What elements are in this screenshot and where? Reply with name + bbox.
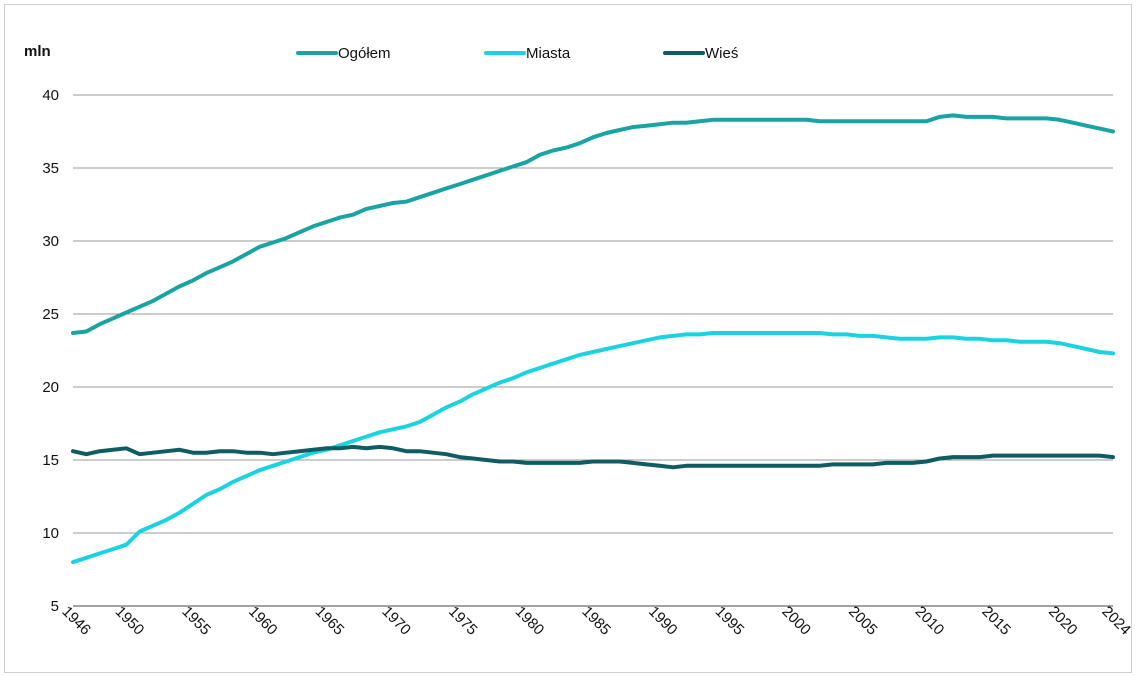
y-tick-label: 25 bbox=[42, 306, 59, 323]
x-tick-label: 2015 bbox=[978, 603, 1014, 639]
x-tick-label: 1946 bbox=[58, 603, 94, 639]
x-tick-label: 2020 bbox=[1045, 603, 1081, 639]
x-tick-label: 1990 bbox=[645, 603, 681, 639]
x-tick-label: 2024 bbox=[1098, 603, 1134, 639]
y-axis-unit-label: mln bbox=[24, 43, 51, 60]
y-tick-label: 20 bbox=[42, 379, 59, 396]
legend: Ogółem Miasta Wieś bbox=[296, 45, 738, 62]
series-line-2 bbox=[71, 444, 1115, 470]
x-tick-label: 1960 bbox=[245, 603, 281, 639]
x-tick-label: 2010 bbox=[912, 603, 948, 639]
x-tick-label: 1955 bbox=[178, 603, 214, 639]
y-tick-label: 30 bbox=[42, 233, 59, 250]
series-line-0 bbox=[71, 113, 1115, 335]
x-tick-label: 2000 bbox=[778, 603, 814, 639]
x-tick-label: 1985 bbox=[578, 603, 614, 639]
y-tick-label: 35 bbox=[42, 160, 59, 177]
legend-label: Wieś bbox=[705, 45, 738, 62]
y-tick-label: 10 bbox=[42, 525, 59, 542]
x-tick-label: 1980 bbox=[512, 603, 548, 639]
x-tick-label: 1950 bbox=[112, 603, 148, 639]
y-tick-label: 5 bbox=[51, 598, 59, 615]
x-tick-label: 1975 bbox=[445, 603, 481, 639]
y-axis-ticks: 5 10 15 20 25 30 35 40 bbox=[42, 87, 59, 615]
x-axis-ticks: 1946 1950 1955 1960 1965 1970 1975 1980 1985 1990… bbox=[58, 603, 1134, 639]
x-tick-label: 1965 bbox=[312, 603, 348, 639]
y-tick-label: 40 bbox=[42, 87, 59, 104]
y-tick-label: 15 bbox=[42, 452, 59, 469]
legend-label: Ogółem bbox=[338, 45, 391, 62]
x-tick-label: 2005 bbox=[845, 603, 881, 639]
x-tick-label: 1970 bbox=[378, 603, 414, 639]
gridlines bbox=[73, 94, 1113, 607]
series-lines bbox=[71, 113, 1115, 565]
x-tick-label: 1995 bbox=[712, 603, 748, 639]
series-line-1 bbox=[71, 331, 1115, 565]
legend-label: Miasta bbox=[526, 45, 571, 62]
